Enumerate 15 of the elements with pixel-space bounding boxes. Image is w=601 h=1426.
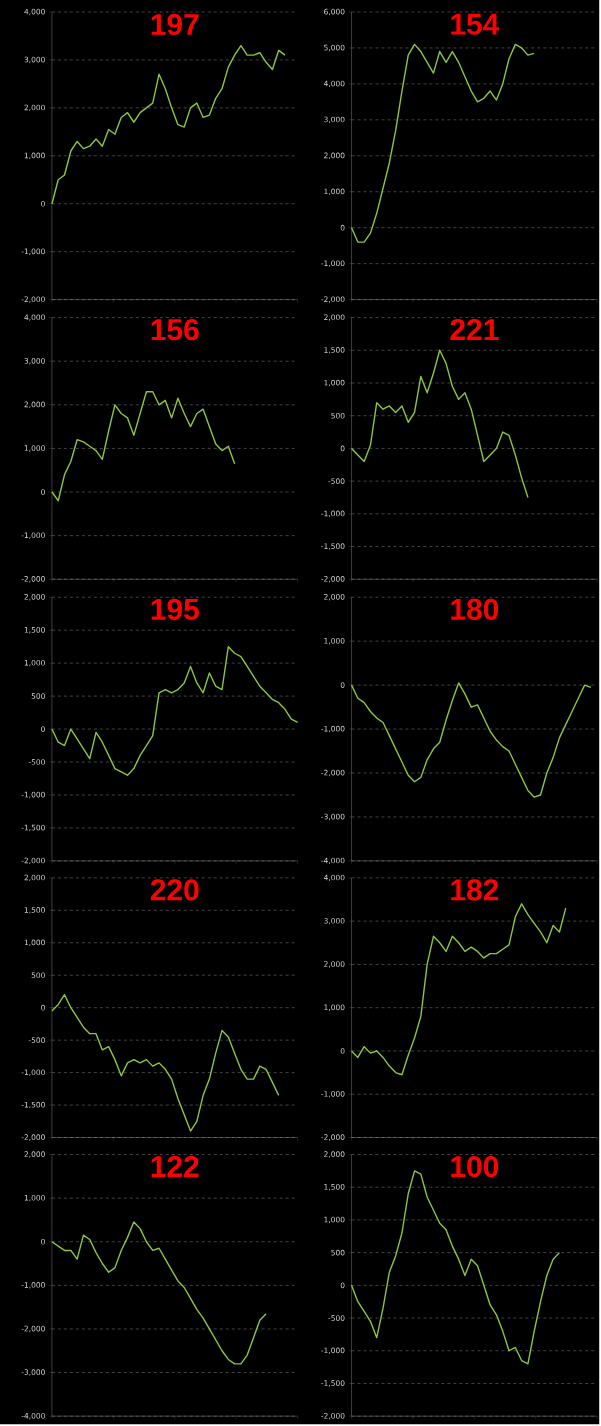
chart-title: 156 bbox=[151, 319, 199, 341]
chart-title: 197 bbox=[151, 13, 199, 36]
chart-title: 122 bbox=[151, 1155, 199, 1177]
chart-title: 195 bbox=[151, 598, 200, 620]
chart-title: 220 bbox=[151, 879, 199, 901]
line-series bbox=[351, 682, 592, 798]
chart-title: 182 bbox=[451, 879, 499, 901]
chart-title: 154 bbox=[451, 13, 500, 35]
line-series bbox=[51, 994, 280, 1132]
line-series bbox=[51, 44, 286, 205]
chart-title: 100 bbox=[451, 1155, 499, 1178]
line-series bbox=[351, 903, 567, 1076]
chart-title: 221 bbox=[450, 319, 499, 340]
line-series bbox=[351, 349, 529, 499]
chart-title: 180 bbox=[451, 598, 499, 620]
